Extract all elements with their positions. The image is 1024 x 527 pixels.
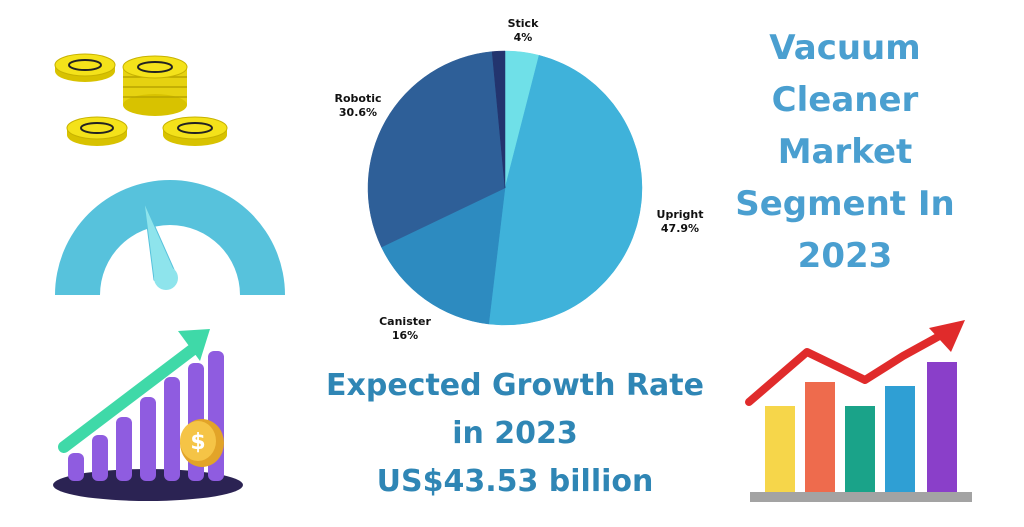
title-line: 2023 [797, 236, 893, 276]
title-line: Market [777, 132, 913, 172]
growth-line-2: in 2023 [452, 416, 578, 451]
svg-text:$: $ [190, 430, 205, 455]
chart-title: Vacuum Cleaner Market Segment In 2023 [700, 22, 990, 282]
slice-label-stick: Stick [508, 17, 539, 30]
pie-slice-robotic [367, 51, 506, 248]
speedometer-gauge-icon [55, 180, 285, 295]
pie-slice [491, 50, 506, 189]
purple-growth-bars-icon: $ [53, 329, 243, 501]
slice-label-canister: Canister [379, 315, 431, 328]
slice-label-upright: Upright [657, 208, 704, 221]
slice-label-robotic: Robotic [334, 92, 381, 105]
gold-coins-icon [54, 53, 228, 146]
coin-icon [54, 53, 116, 82]
slice-value-canister: 16% [392, 329, 418, 342]
coin-stack-icon [122, 55, 188, 116]
growth-line-1: Expected Growth Rate [326, 368, 704, 403]
title-line: Vacuum [769, 28, 921, 68]
slice-value-stick: 4% [514, 31, 533, 44]
colored-bar-chart-icon [745, 320, 972, 502]
title-line: Segment In [735, 184, 955, 224]
slice-value-upright: 47.9% [661, 222, 699, 235]
title-line: Cleaner [771, 80, 919, 120]
coin-icon [162, 116, 228, 146]
growth-rate-text: Expected Growth Rate in 2023 US$43.53 bi… [280, 362, 750, 506]
slice-value-robotic: 30.6% [339, 106, 377, 119]
coin-icon [66, 116, 128, 146]
growth-line-3: US$43.53 billion [376, 464, 654, 499]
pie-slice-canister [381, 187, 506, 325]
pie-slice-upright [488, 54, 643, 326]
